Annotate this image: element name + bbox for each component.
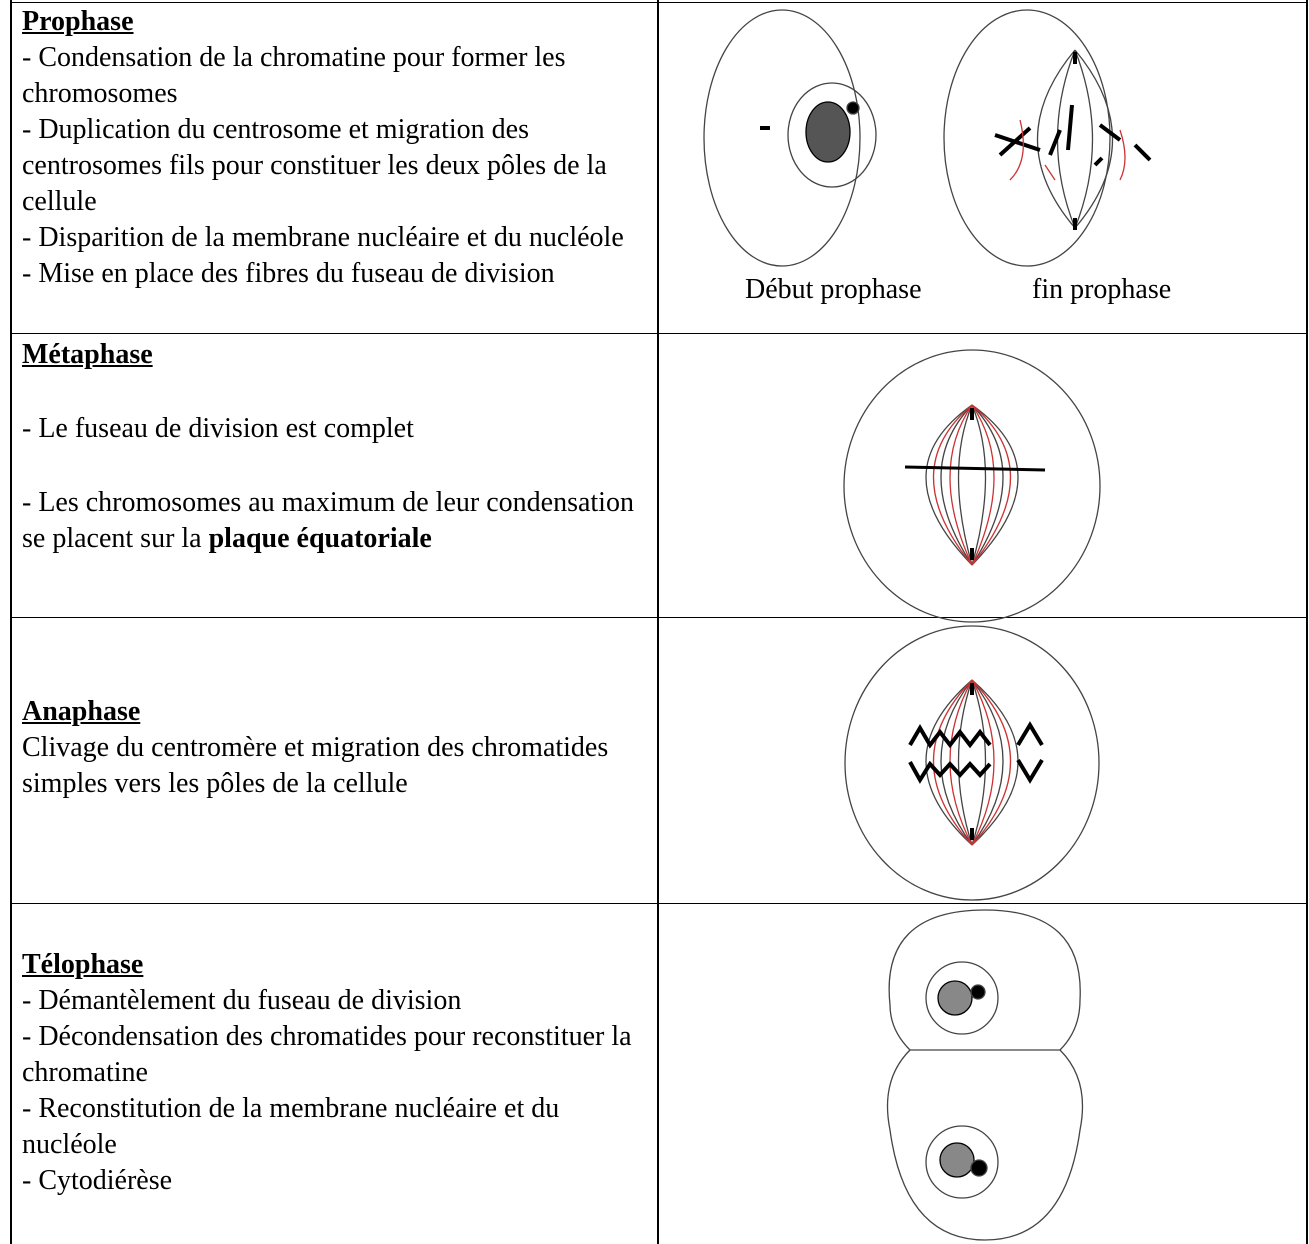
- text-run: - Disparition de la membrane nucléaire e…: [22, 222, 624, 253]
- phase-title: Métaphase: [22, 339, 153, 370]
- item-text: Clivage du centromère et migration des c…: [22, 730, 652, 802]
- cell-text: Télophase - Démantèlement du fuseau de di…: [22, 947, 652, 1199]
- item-text: - Démantèlement du fuseau de division: [22, 983, 652, 1019]
- item-text: - Mise en place des fibres du fuseau de …: [22, 256, 652, 292]
- text-run: - Le fuseau de division est complet: [22, 413, 414, 444]
- table-border: [657, 0, 659, 1244]
- cell-text: Prophase - Condensation de la chromatine …: [22, 4, 652, 292]
- table-border: [1306, 0, 1308, 1244]
- caption: Début prophase: [745, 274, 922, 305]
- phase-title: Anaphase: [22, 696, 141, 727]
- text-run: - Duplication du centrosome et migration…: [22, 114, 607, 217]
- text-run: - Démantèlement du fuseau de division: [22, 985, 462, 1016]
- text-run: - Reconstitution de la membrane nucléair…: [22, 1093, 560, 1160]
- item-text: - Le fuseau de division est complet: [22, 411, 652, 447]
- text-run: - Condensation de la chromatine pour for…: [22, 42, 566, 109]
- phase-title: Télophase: [22, 949, 144, 980]
- bold-term: plaque équatoriale: [208, 523, 432, 554]
- text-run: - Les chromosomes au maximum de leur con…: [22, 487, 634, 554]
- item-text: - Cytodiérèse: [22, 1163, 652, 1199]
- item-text: - Duplication du centrosome et migration…: [22, 112, 652, 220]
- caption: fin prophase: [1032, 274, 1172, 305]
- item-text: - Disparition de la membrane nucléaire e…: [22, 220, 652, 256]
- item-text: - Condensation de la chromatine pour for…: [22, 40, 652, 112]
- text-run: - Mise en place des fibres du fuseau de …: [22, 258, 555, 289]
- text-run: Clivage du centromère et migration des c…: [22, 732, 609, 799]
- text-run: - Décondensation des chromatides pour re…: [22, 1021, 632, 1088]
- row-border: [10, 2, 1307, 333]
- item-text: - Décondensation des chromatides pour re…: [22, 1019, 652, 1091]
- item-text: - Reconstitution de la membrane nucléair…: [22, 1091, 652, 1163]
- row-border: [10, 617, 1307, 903]
- item-text: - Les chromosomes au maximum de leur con…: [22, 485, 652, 557]
- cell-text: Anaphase Clivage du centromère et migrati…: [22, 694, 652, 802]
- row-border: [10, 333, 1307, 617]
- row-border: [10, 903, 1307, 1244]
- phase-title: Prophase: [22, 6, 134, 37]
- cell-text: Métaphase - Le fuseau de division est com…: [22, 337, 652, 557]
- table-border: [10, 0, 12, 1244]
- text-run: - Cytodiérèse: [22, 1165, 173, 1196]
